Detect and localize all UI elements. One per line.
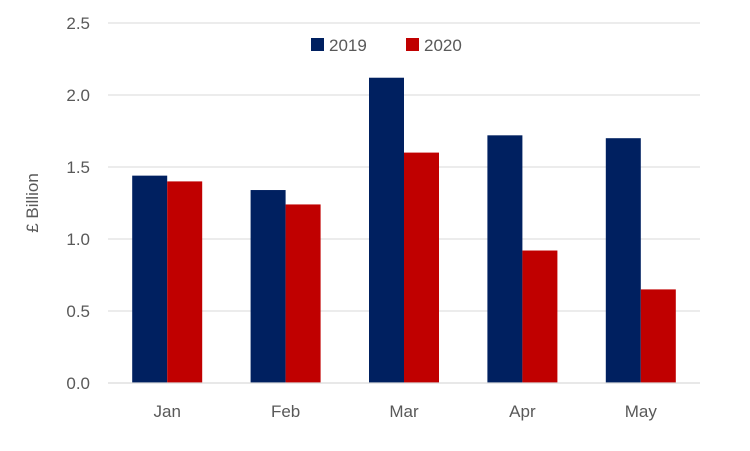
y-axis-title: £ Billion <box>23 173 42 233</box>
y-tick-label: 2.0 <box>66 86 90 105</box>
bar-2019-apr <box>487 135 523 383</box>
axes: 0.0 0.5 1.0 1.5 2.0 2.5 Jan Feb Mar Apr May <box>66 14 700 421</box>
x-tick-label: Jan <box>153 402 180 421</box>
bar-2019-mar <box>369 77 404 383</box>
bar-2020-mar <box>404 152 439 383</box>
legend-swatch-2020 <box>406 38 419 51</box>
legend-swatch-2019 <box>311 38 324 51</box>
bar-2019-feb <box>250 190 286 383</box>
x-tick-label: Mar <box>389 402 419 421</box>
legend-label-2019: 2019 <box>329 36 367 55</box>
bar-2020-feb <box>285 204 321 383</box>
legend: 2019 2020 <box>311 36 462 55</box>
bar-2020-jan <box>167 181 203 383</box>
bar-2019-may <box>605 138 641 383</box>
x-tick-label: May <box>625 402 658 421</box>
y-tick-label: 1.0 <box>66 230 90 249</box>
legend-label-2020: 2020 <box>424 36 462 55</box>
bar-2020-apr <box>522 250 558 383</box>
y-tick-label: 0.5 <box>66 302 90 321</box>
x-tick-label: Feb <box>271 402 300 421</box>
x-tick-label: Apr <box>509 402 536 421</box>
bar-2019-jan <box>132 175 168 383</box>
y-tick-label: 0.0 <box>66 374 90 393</box>
y-tick-label: 2.5 <box>66 14 90 33</box>
bar-2020-may <box>640 289 676 383</box>
y-tick-label: 1.5 <box>66 158 90 177</box>
bars <box>132 77 676 383</box>
